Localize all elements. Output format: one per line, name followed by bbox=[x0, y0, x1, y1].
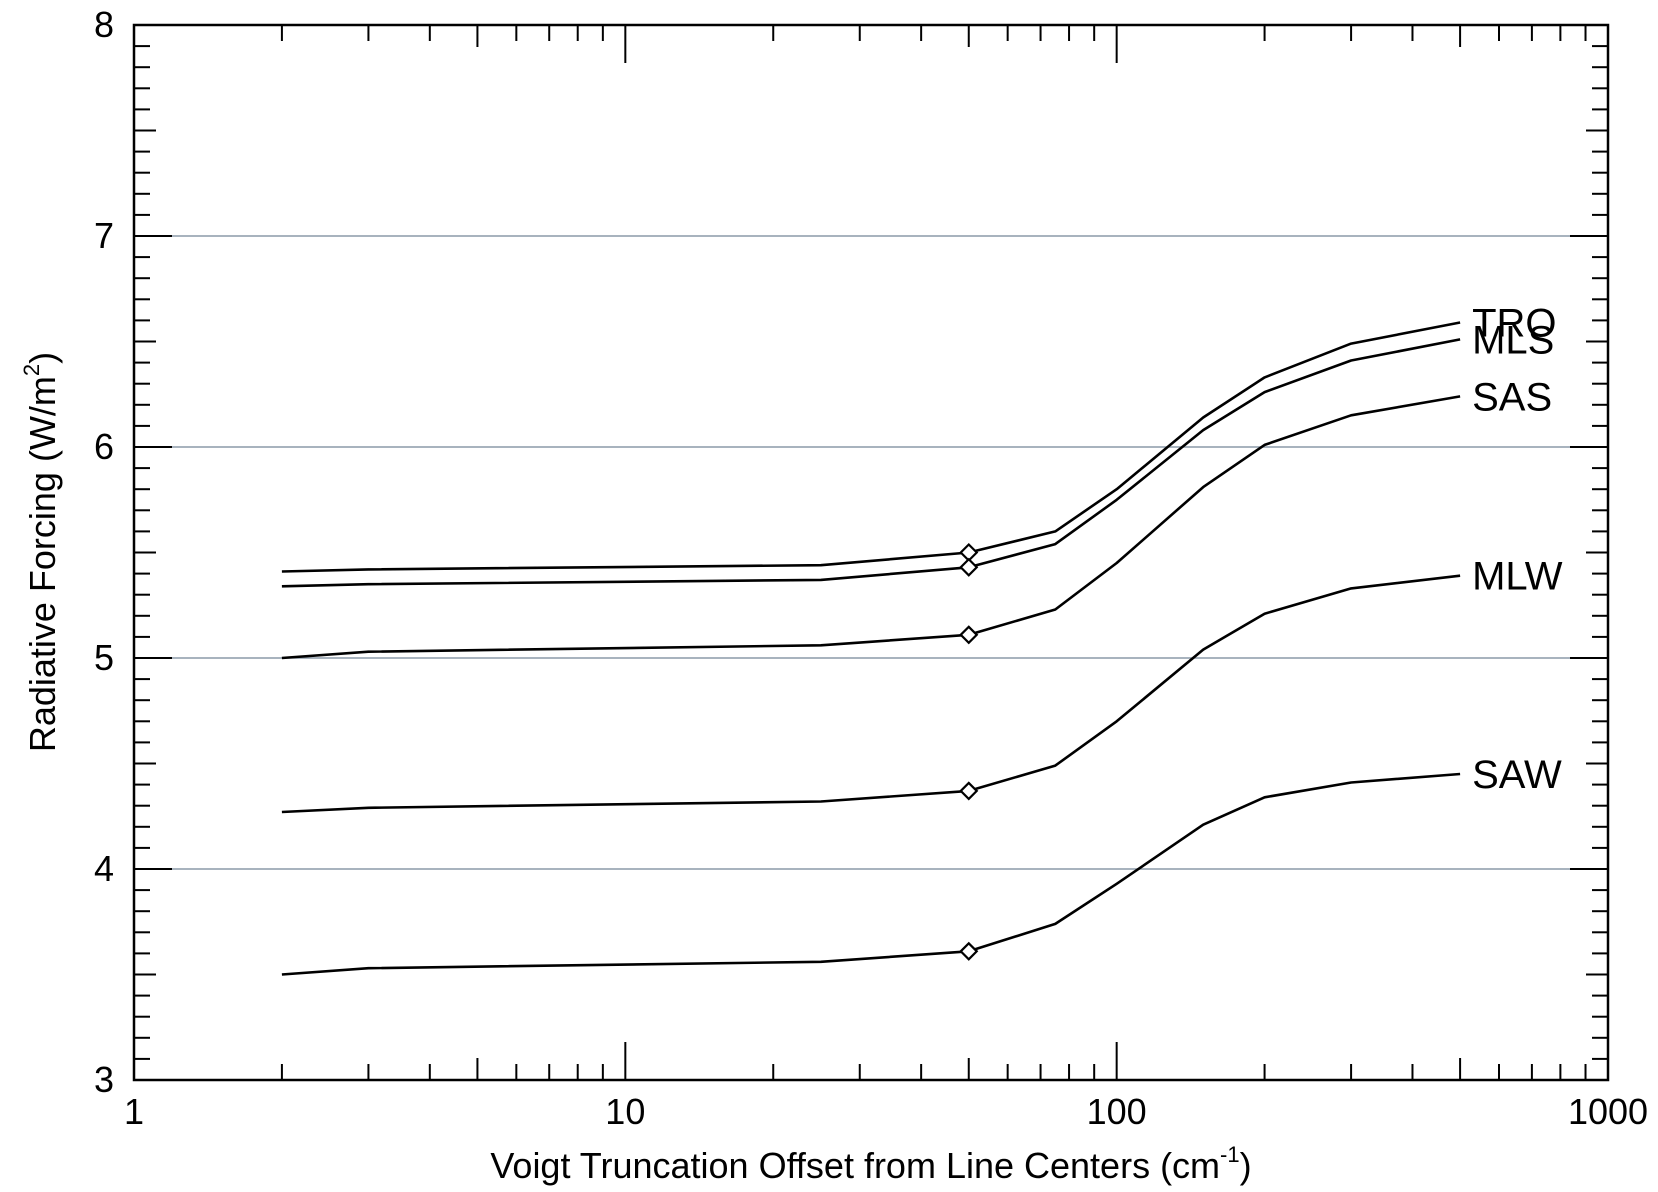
y-tick-label: 3 bbox=[94, 1059, 114, 1100]
x-tick-label: 1000 bbox=[1568, 1091, 1648, 1132]
plot-frame bbox=[132, 23, 1610, 1082]
x-tick-label: 1 bbox=[124, 1091, 144, 1132]
series-lines bbox=[281, 321, 1461, 976]
series-label-sas: SAS bbox=[1472, 375, 1552, 419]
diamond-markers bbox=[959, 542, 979, 961]
y-tick-label: 4 bbox=[94, 848, 114, 889]
diamond-marker-mls bbox=[959, 557, 979, 577]
x-tick-label: 100 bbox=[1087, 1091, 1147, 1132]
y-tick-label: 5 bbox=[94, 637, 114, 678]
series-line-sas bbox=[281, 395, 1461, 660]
diamond-marker-mlw bbox=[959, 781, 979, 801]
x-tick-label: 10 bbox=[605, 1091, 645, 1132]
series-label-mlw: MLW bbox=[1472, 555, 1563, 599]
series-label-tro: TRO bbox=[1472, 302, 1556, 346]
y-tick-label: 6 bbox=[94, 426, 114, 467]
series-label-saw: SAW bbox=[1472, 753, 1562, 797]
series-label-mls: MLS bbox=[1472, 318, 1554, 362]
series-line-mlw bbox=[281, 574, 1461, 814]
diamond-marker-sas bbox=[959, 625, 979, 645]
y-axis-title: Radiative Forcing (W/m2) bbox=[19, 352, 63, 752]
x-axis-title: Voigt Truncation Offset from Line Center… bbox=[490, 1142, 1251, 1186]
gridlines bbox=[134, 235, 1608, 870]
axis-ticks bbox=[134, 25, 1608, 1080]
series-line-saw bbox=[281, 772, 1461, 976]
diamond-marker-saw bbox=[959, 941, 979, 961]
y-tick-label: 8 bbox=[94, 4, 114, 45]
series-line-mls bbox=[281, 338, 1461, 588]
y-tick-label: 7 bbox=[94, 215, 114, 256]
series-line-tro bbox=[281, 321, 1461, 573]
